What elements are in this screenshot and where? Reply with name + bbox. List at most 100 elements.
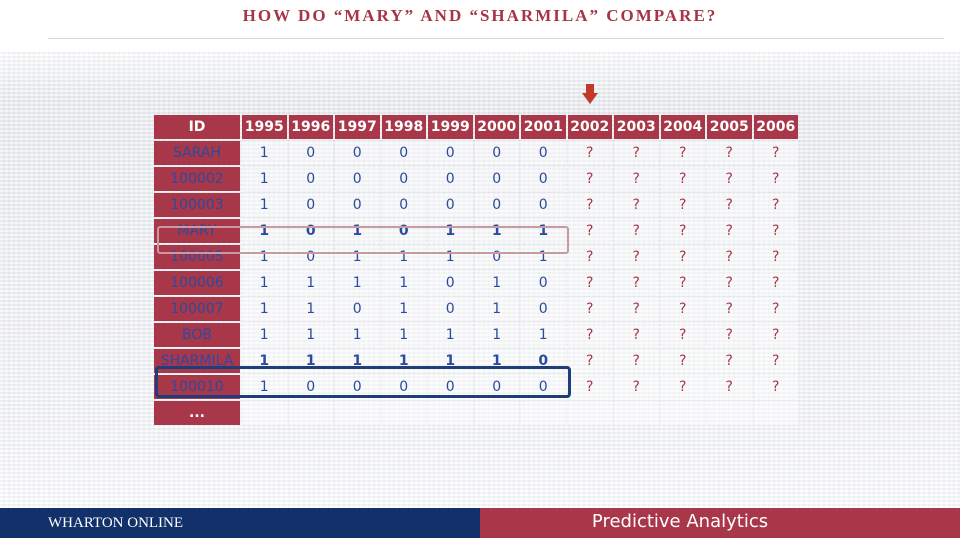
- unknown-cell: ?: [753, 271, 798, 295]
- value-cell: 1: [288, 349, 333, 373]
- empty-cell: [288, 401, 333, 425]
- value-cell: 1: [521, 323, 566, 347]
- unknown-cell: ?: [567, 141, 612, 165]
- value-cell: 1: [335, 349, 380, 373]
- table-row: 100005 1 0 1 1 1 0 1?????: [154, 245, 798, 269]
- unknown-cell: ?: [567, 375, 612, 399]
- unknown-cell: ?: [660, 219, 705, 243]
- value-cell: 0: [428, 375, 473, 399]
- value-cell: 0: [474, 167, 519, 191]
- value-cell: 1: [381, 271, 426, 295]
- unknown-cell: ?: [707, 349, 752, 373]
- unknown-cell: ?: [567, 271, 612, 295]
- value-cell: 1: [335, 245, 380, 269]
- table-row: SHARMILA 1 1 1 1 1 1 0?????: [154, 349, 798, 373]
- value-cell: 0: [335, 167, 380, 191]
- value-cell: 1: [428, 245, 473, 269]
- value-cell: 1: [474, 323, 519, 347]
- purchase-table: ID 1995 1996 1997 1998 1999 2000 2001 2002 2003 20…: [152, 113, 800, 427]
- table-body: SARAH 1 0 0 0 0 0 0????? 100002 1 0 0 0 0 0 0????? 10000…: [154, 141, 798, 425]
- unknown-cell: ?: [707, 375, 752, 399]
- unknown-cell: ?: [707, 245, 752, 269]
- value-cell: 0: [521, 297, 566, 321]
- unknown-cell: ?: [753, 297, 798, 321]
- value-cell: 0: [288, 141, 333, 165]
- unknown-cell: ?: [707, 219, 752, 243]
- header-year: 1995: [242, 115, 287, 139]
- unknown-cell: ?: [660, 297, 705, 321]
- unknown-cell: ?: [707, 193, 752, 217]
- value-cell: 1: [242, 297, 287, 321]
- value-cell: 0: [335, 375, 380, 399]
- unknown-cell: ?: [614, 245, 659, 269]
- table-row: BOB 1 1 1 1 1 1 1?????: [154, 323, 798, 347]
- table-row: 100002 1 0 0 0 0 0 0?????: [154, 167, 798, 191]
- unknown-cell: ?: [614, 375, 659, 399]
- table-row: 100003 1 0 0 0 0 0 0?????: [154, 193, 798, 217]
- value-cell: 0: [335, 141, 380, 165]
- unknown-cell: ?: [614, 349, 659, 373]
- value-cell: 1: [242, 349, 287, 373]
- unknown-cell: ?: [753, 219, 798, 243]
- value-cell: 0: [288, 245, 333, 269]
- header-row: ID 1995 1996 1997 1998 1999 2000 2001 2002 2003 20…: [154, 115, 798, 139]
- unknown-cell: ?: [753, 375, 798, 399]
- empty-cell: [428, 401, 473, 425]
- header-year: 2003: [614, 115, 659, 139]
- unknown-cell: ?: [753, 167, 798, 191]
- row-id: 100006: [154, 271, 240, 295]
- unknown-cell: ?: [707, 141, 752, 165]
- value-cell: 0: [428, 271, 473, 295]
- unknown-cell: ?: [660, 167, 705, 191]
- value-cell: 0: [428, 297, 473, 321]
- value-cell: 1: [242, 193, 287, 217]
- value-cell: 0: [474, 245, 519, 269]
- empty-cell: [707, 401, 752, 425]
- unknown-cell: ?: [567, 219, 612, 243]
- unknown-cell: ?: [753, 141, 798, 165]
- unknown-cell: ?: [567, 323, 612, 347]
- empty-cell: [660, 401, 705, 425]
- value-cell: 1: [242, 375, 287, 399]
- unknown-cell: ?: [753, 193, 798, 217]
- value-cell: 0: [288, 167, 333, 191]
- unknown-cell: ?: [707, 323, 752, 347]
- down-arrow-icon: [582, 84, 598, 104]
- data-grid: ID 1995 1996 1997 1998 1999 2000 2001 2002 2003 20…: [152, 113, 800, 427]
- value-cell: 0: [335, 297, 380, 321]
- empty-cell: [567, 401, 612, 425]
- unknown-cell: ?: [660, 141, 705, 165]
- value-cell: 0: [381, 141, 426, 165]
- value-cell: 1: [242, 167, 287, 191]
- table-row: SARAH 1 0 0 0 0 0 0?????: [154, 141, 798, 165]
- value-cell: 1: [521, 245, 566, 269]
- row-id: 100010: [154, 375, 240, 399]
- value-cell: 1: [428, 323, 473, 347]
- row-id: BOB: [154, 323, 240, 347]
- value-cell: 0: [381, 193, 426, 217]
- value-cell: 0: [335, 193, 380, 217]
- value-cell: 0: [288, 375, 333, 399]
- row-id: 100003: [154, 193, 240, 217]
- value-cell: 0: [521, 167, 566, 191]
- empty-cell: [753, 401, 798, 425]
- value-cell: 1: [288, 271, 333, 295]
- value-cell: 0: [428, 141, 473, 165]
- table-row: 100010 1 0 0 0 0 0 0?????: [154, 375, 798, 399]
- header-year: 2001: [521, 115, 566, 139]
- unknown-cell: ?: [753, 349, 798, 373]
- unknown-cell: ?: [707, 297, 752, 321]
- value-cell: 1: [335, 271, 380, 295]
- header-year: 2004: [660, 115, 705, 139]
- unknown-cell: ?: [567, 245, 612, 269]
- unknown-cell: ?: [567, 297, 612, 321]
- unknown-cell: ?: [614, 193, 659, 217]
- value-cell: 1: [335, 219, 380, 243]
- row-id: 100005: [154, 245, 240, 269]
- table-row: 100007 1 1 0 1 0 1 0?????: [154, 297, 798, 321]
- header-year: 2000: [474, 115, 519, 139]
- value-cell: 1: [521, 219, 566, 243]
- header-year: 1999: [428, 115, 473, 139]
- unknown-cell: ?: [660, 349, 705, 373]
- unknown-cell: ?: [753, 323, 798, 347]
